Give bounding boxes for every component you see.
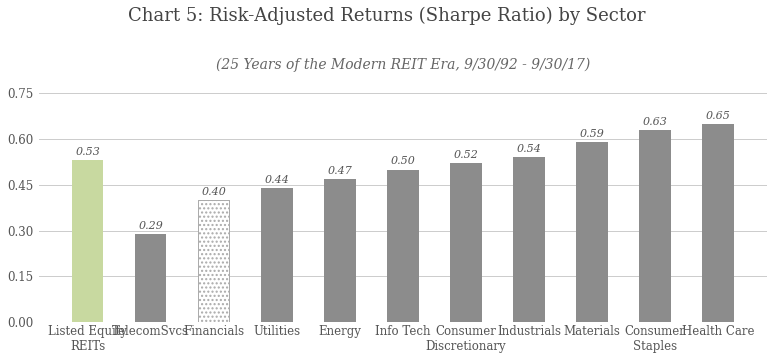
Bar — [135, 234, 166, 322]
Title: (25 Years of the Modern REIT Era, 9/30/92 - 9/30/17): (25 Years of the Modern REIT Era, 9/30/9… — [216, 57, 590, 72]
Bar — [450, 163, 481, 322]
Bar — [198, 200, 230, 322]
Text: 0.65: 0.65 — [706, 111, 731, 121]
Bar — [513, 157, 545, 322]
Text: 0.53: 0.53 — [75, 147, 100, 157]
Text: 0.47: 0.47 — [327, 166, 352, 176]
Text: 0.59: 0.59 — [580, 129, 604, 139]
Text: 0.29: 0.29 — [139, 221, 163, 231]
Text: 0.40: 0.40 — [201, 187, 226, 197]
Text: 0.54: 0.54 — [516, 144, 542, 154]
Bar — [324, 179, 355, 322]
Text: 0.50: 0.50 — [390, 157, 416, 166]
Bar — [387, 170, 419, 322]
Bar — [198, 200, 230, 322]
Bar — [577, 142, 608, 322]
Bar — [703, 124, 734, 322]
Bar — [639, 130, 671, 322]
Text: 0.44: 0.44 — [265, 175, 289, 185]
Text: Chart 5: Risk-Adjusted Returns (Sharpe Ratio) by Sector: Chart 5: Risk-Adjusted Returns (Sharpe R… — [128, 7, 646, 26]
Bar — [261, 188, 293, 322]
Text: 0.63: 0.63 — [642, 117, 667, 127]
Bar — [72, 160, 104, 322]
Text: 0.52: 0.52 — [454, 150, 478, 160]
